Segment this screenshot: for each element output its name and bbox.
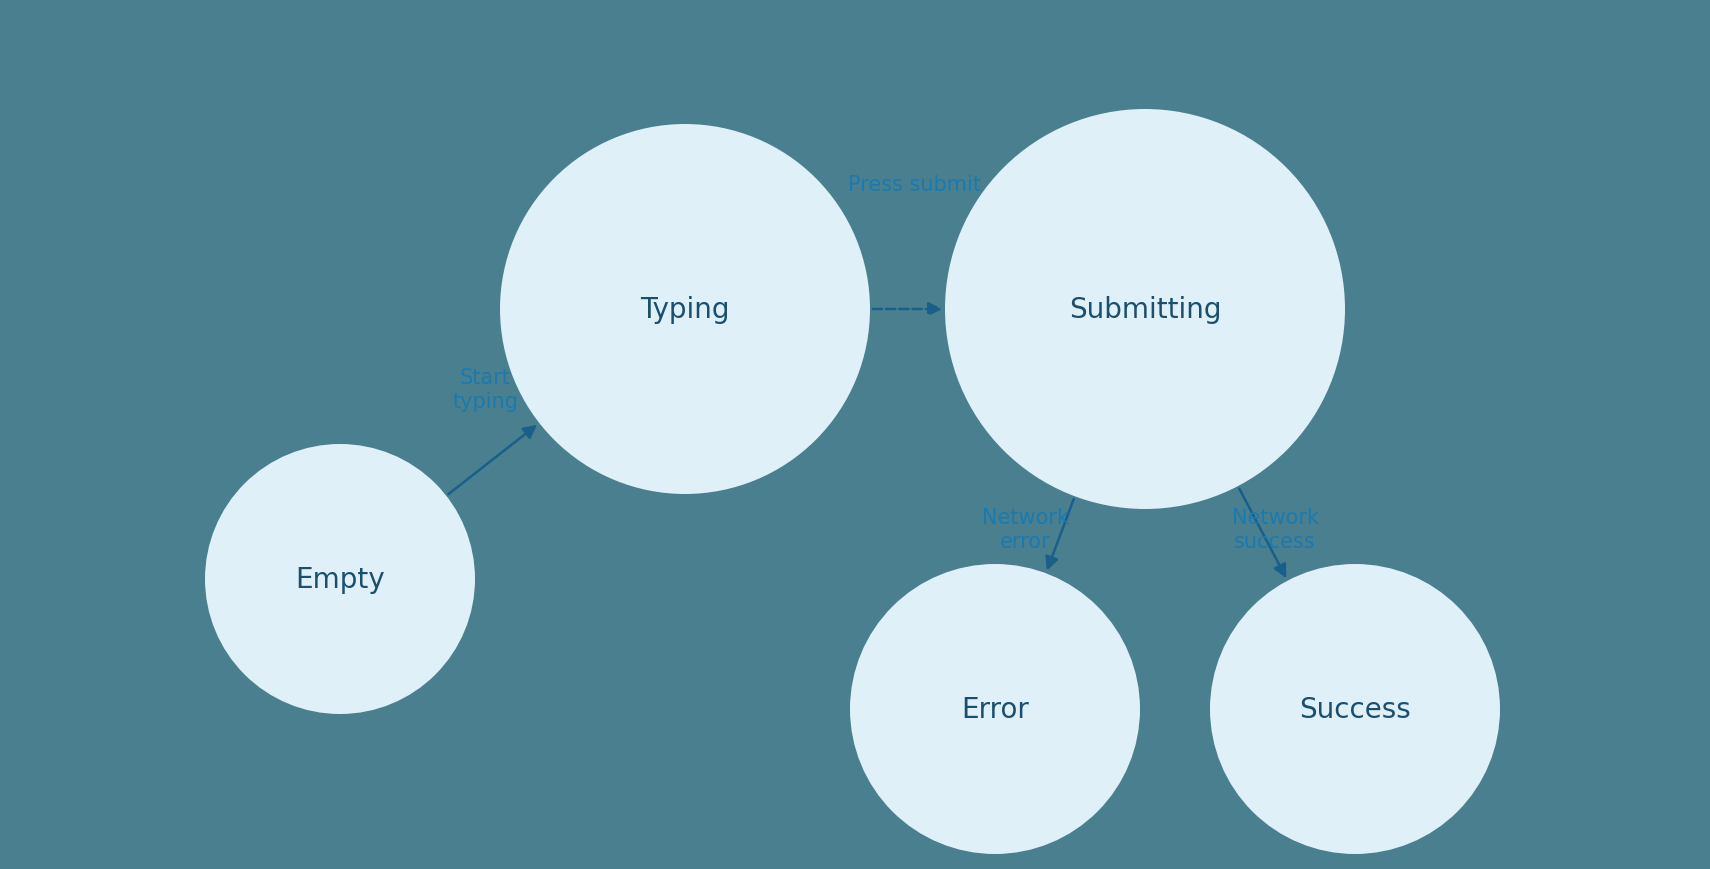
Text: Error: Error <box>961 695 1029 723</box>
Text: Submitting: Submitting <box>1069 295 1221 323</box>
Circle shape <box>850 564 1141 854</box>
Text: Network
success: Network success <box>1231 507 1318 551</box>
Circle shape <box>946 109 1346 509</box>
Text: Network
error: Network error <box>982 507 1069 551</box>
Text: Success: Success <box>1300 695 1411 723</box>
Circle shape <box>205 444 475 714</box>
Circle shape <box>499 125 870 494</box>
Text: Start
typing: Start typing <box>451 368 518 411</box>
Text: Typing: Typing <box>640 295 730 323</box>
Circle shape <box>1211 564 1500 854</box>
Text: Press submit: Press submit <box>848 175 982 195</box>
Text: Empty: Empty <box>296 566 385 594</box>
